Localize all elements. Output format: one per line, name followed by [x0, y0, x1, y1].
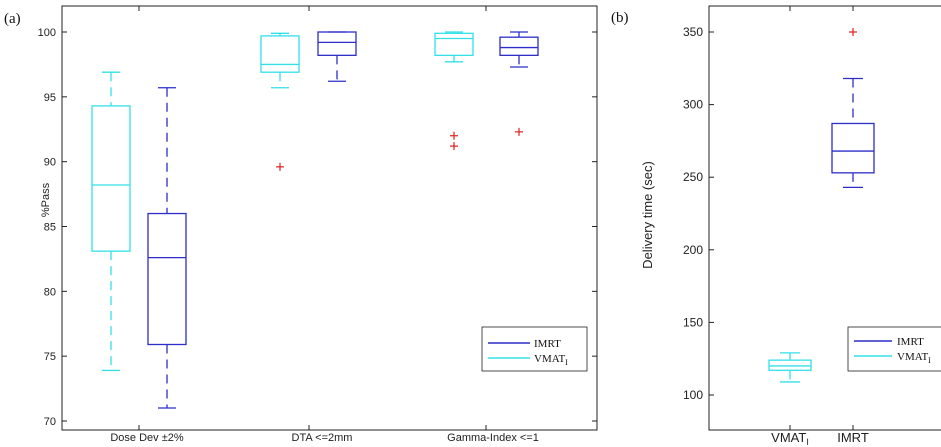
box-iqr — [260, 35, 300, 73]
panel-b-label: (b) — [611, 10, 629, 26]
panel-b-legend-box — [847, 326, 941, 372]
y-tick-label: 100 — [683, 388, 703, 402]
y-tick-label: 100 — [38, 27, 56, 39]
panel-b-legend: IMRT VMATI — [847, 326, 941, 372]
box-iqr — [434, 32, 474, 56]
box-vmat — [260, 32, 300, 171]
panel-a: (a) %Pass 70 75 80 85 90 95 100 Dose Dev ±2% D… — [4, 5, 598, 444]
box-vmat — [91, 71, 131, 372]
y-tick-label: 80 — [44, 286, 56, 298]
y-tick-label: 200 — [683, 243, 703, 257]
panel-a-axes-frame — [61, 5, 598, 431]
outlier-marker — [450, 131, 458, 140]
panel-a-label: (a) — [4, 11, 21, 27]
panel-b-boxes — [768, 28, 875, 383]
y-tick-label: 95 — [44, 92, 56, 104]
panel-b-category-label: VMATI — [771, 430, 809, 447]
panel-b-x-ticks: VMATI IMRT — [771, 430, 869, 447]
panel-a-category-label: Gamma-Index <=1 — [447, 432, 539, 444]
box-vmat — [768, 352, 812, 383]
panel-a-legend-label-vmat: VMATI — [534, 353, 568, 367]
panel-b-ylabel: Delivery time (sec) — [640, 161, 655, 269]
y-tick-label: 85 — [44, 222, 56, 234]
box-vmat — [434, 31, 474, 151]
box-iqr — [147, 212, 187, 346]
box-iqr — [91, 105, 131, 252]
outlier-marker — [849, 28, 857, 36]
panel-b-legend-label-vmat: VMATI — [897, 351, 931, 365]
y-tick-label: 150 — [683, 315, 703, 329]
panel-a-category-label: Dose Dev ±2% — [110, 432, 184, 444]
box-iqr — [768, 359, 812, 371]
outlier-marker — [276, 162, 284, 171]
box-imrt — [317, 31, 357, 82]
y-tick-label: 250 — [683, 170, 703, 184]
panel-b-y-ticks: 100 150 200 250 300 350 — [683, 6, 854, 430]
panel-a-category-label: DTA <=2mm — [292, 432, 353, 444]
outlier-marker — [450, 142, 458, 151]
panel-b-category-label: IMRT — [837, 430, 869, 445]
panel-b-axes-frame — [708, 5, 941, 431]
panel-a-ylabel: %Pass — [40, 182, 52, 217]
box-imrt — [147, 87, 187, 409]
y-tick-label: 350 — [683, 25, 703, 39]
panel-a-x-ticks: Dose Dev ±2% DTA <=2mm Gamma-Index <=1 — [110, 432, 539, 444]
y-tick-label: 70 — [44, 416, 56, 428]
box-imrt — [831, 28, 875, 189]
box-iqr — [499, 36, 539, 56]
panel-b: (b) Delivery time (sec) 100 150 200 250 300 3… — [611, 5, 941, 447]
y-tick-label: 75 — [44, 351, 56, 363]
y-tick-label: 300 — [683, 98, 703, 112]
panel-a-legend-label-imrt: IMRT — [534, 338, 561, 350]
outlier-marker — [515, 127, 523, 136]
panel-b-legend-label-imrt: IMRT — [897, 336, 924, 348]
panel-a-y-ticks: 70 75 80 85 90 95 100 — [38, 6, 597, 430]
panel-a-boxes — [91, 31, 539, 409]
box-iqr — [317, 31, 357, 56]
box-iqr — [831, 122, 875, 174]
panel-a-legend: IMRT VMATI — [481, 326, 588, 372]
y-tick-label: 90 — [44, 157, 56, 169]
box-imrt — [499, 31, 539, 136]
panel-a-legend-box — [481, 326, 588, 372]
